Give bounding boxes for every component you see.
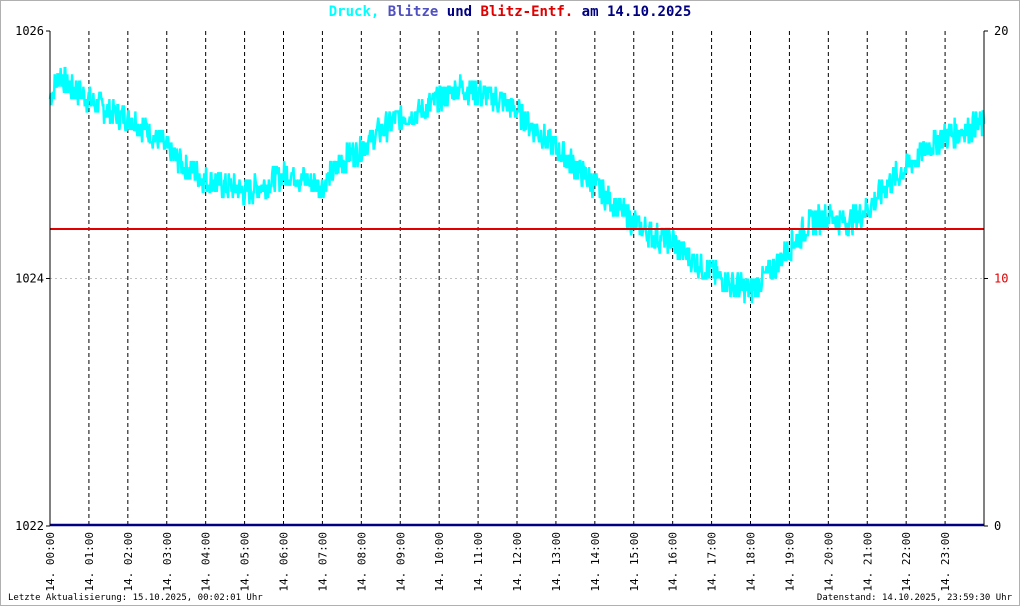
y-left-tick-label: 1024 xyxy=(15,272,44,286)
x-tick-label: 14. 19:00 xyxy=(783,532,796,592)
x-tick-label: 14. 02:00 xyxy=(122,532,135,592)
x-tick-label: 14. 05:00 xyxy=(239,532,252,592)
footer-last-update: Letzte Aktualisierung: 15.10.2025, 00:02… xyxy=(8,593,263,603)
title-druck: Druck, xyxy=(328,4,380,20)
x-tick-label: 14. 20:00 xyxy=(822,532,835,592)
y-right-tick-label: 20 xyxy=(994,24,1008,38)
x-tick-label: 14. 01:00 xyxy=(83,532,96,592)
x-tick-label: 14. 15:00 xyxy=(628,532,641,592)
x-tick-label: 14. 12:00 xyxy=(511,532,524,592)
x-tick-label: 14. 09:00 xyxy=(394,532,407,592)
chart-title: Druck, Blitze und Blitz-Entf. am 14.10.2… xyxy=(0,4,1020,20)
x-tick-label: 14. 22:00 xyxy=(900,532,913,592)
x-tick-label: 14. 17:00 xyxy=(706,532,719,592)
x-tick-label: 14. 00:00 xyxy=(44,532,57,592)
x-tick-label: 14. 07:00 xyxy=(316,532,329,592)
x-tick-label: 14. 10:00 xyxy=(433,532,446,592)
y-right-tick-label: 0 xyxy=(994,519,1001,533)
title-blitze: Blitze xyxy=(387,4,439,20)
title-entf: Blitz-Entf. xyxy=(480,4,574,20)
y-right-tick-label: 10 xyxy=(994,272,1008,286)
x-tick-label: 14. 13:00 xyxy=(550,532,563,592)
x-tick-label: 14. 18:00 xyxy=(745,532,758,592)
series-druck-line xyxy=(48,66,986,304)
label-layer: 1026 1024 1022 20 10 0 14. 00:00 14. 01:00 14. 0… xyxy=(15,24,1008,592)
x-tick-label: 14. 11:00 xyxy=(472,532,485,592)
title-date: am 14.10.2025 xyxy=(581,4,692,20)
grid-layer xyxy=(50,31,984,526)
axis-layer xyxy=(46,30,988,527)
series-layer xyxy=(48,66,986,527)
footer-data-status: Datenstand: 14.10.2025, 23:59:30 Uhr xyxy=(816,593,1012,603)
x-tick-label: 14. 21:00 xyxy=(861,532,874,592)
x-tick-label: 14. 03:00 xyxy=(161,532,174,592)
x-tick-label: 14. 14:00 xyxy=(589,532,602,592)
y-left-tick-label: 1022 xyxy=(15,519,44,533)
title-und: und xyxy=(446,4,473,20)
x-tick-label: 14. 06:00 xyxy=(278,532,291,592)
x-tick-label: 14. 16:00 xyxy=(667,532,680,592)
x-tick-label: 14. 04:00 xyxy=(200,532,213,592)
y-left-tick-label: 1026 xyxy=(15,24,44,38)
x-tick-label: 14. 23:00 xyxy=(939,532,952,592)
x-tick-label: 14. 08:00 xyxy=(355,532,368,592)
